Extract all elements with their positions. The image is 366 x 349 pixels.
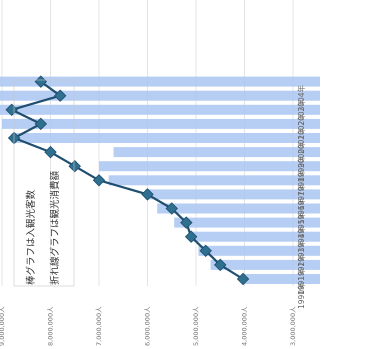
bar bbox=[243, 274, 320, 284]
line-point bbox=[199, 244, 212, 258]
category-label: 2001年 bbox=[296, 127, 306, 154]
legend-box bbox=[13, 79, 75, 287]
bar bbox=[210, 259, 320, 270]
tick-label: 5,000,000人 bbox=[192, 306, 200, 346]
bar bbox=[0, 90, 321, 101]
bar bbox=[0, 76, 320, 87]
category-label: 1995年 bbox=[296, 211, 306, 238]
line-point bbox=[53, 89, 67, 102]
category-label: 1992年 bbox=[296, 254, 306, 281]
category-label: 1998年 bbox=[296, 169, 306, 196]
line-point bbox=[165, 202, 178, 215]
category-label: 2004年 bbox=[296, 85, 306, 112]
tick-label: 3,000,000人 bbox=[289, 306, 297, 346]
bar bbox=[11, 133, 320, 143]
line-point bbox=[214, 258, 227, 272]
legend-bar-label: 棒グラフは入観光客数 bbox=[25, 189, 37, 285]
bar-series bbox=[0, 76, 321, 284]
category-label: 2000年 bbox=[296, 141, 306, 168]
category-label: 1994年 bbox=[296, 226, 306, 253]
bar bbox=[174, 217, 320, 228]
line-point bbox=[141, 188, 154, 201]
category-label: 1990年 bbox=[296, 282, 306, 309]
line-point bbox=[180, 216, 193, 229]
line-point bbox=[34, 75, 48, 88]
line-point bbox=[5, 103, 18, 117]
category-label: 2002年 bbox=[296, 113, 306, 140]
bar bbox=[191, 231, 320, 242]
line-series bbox=[5, 75, 250, 286]
bar bbox=[99, 161, 320, 172]
line-point bbox=[92, 174, 106, 187]
bar bbox=[0, 104, 321, 115]
bar bbox=[113, 147, 320, 158]
category-label: 1991年 bbox=[296, 268, 306, 295]
bar bbox=[157, 203, 320, 214]
line-point bbox=[236, 272, 250, 286]
line-point bbox=[34, 117, 48, 131]
value-axis-ticks: 3,000,000人 4,000,000人 5,000,000人 6,000,000人… bbox=[0, 306, 297, 346]
category-label: 1999年 bbox=[296, 155, 306, 182]
category-label: 1997年 bbox=[296, 183, 306, 210]
line-point bbox=[68, 159, 81, 173]
tick-label: 4,000,000人 bbox=[241, 306, 249, 346]
legend: 棒グラフは入観光客数 折れ線グラフは観光消費額 bbox=[13, 79, 75, 287]
category-label: 1993年 bbox=[296, 240, 306, 267]
tick-label: 9,000,000人 bbox=[0, 306, 6, 346]
tick-label: 6,000,000人 bbox=[144, 306, 152, 346]
line-point bbox=[184, 230, 198, 243]
category-axis-labels: 1990年1991年1992年1993年1994年1995年1996年1997年… bbox=[296, 85, 306, 309]
tick-label: 8,000,000人 bbox=[47, 306, 55, 346]
bar bbox=[145, 189, 320, 200]
bar bbox=[198, 245, 320, 256]
legend-line-label: 折れ線グラフは観光消費額 bbox=[49, 170, 61, 285]
tick-label: 7,000,000人 bbox=[95, 306, 103, 346]
bar bbox=[2, 118, 320, 129]
bar bbox=[108, 175, 320, 186]
category-label: 2003年 bbox=[296, 99, 306, 126]
line-point bbox=[44, 145, 57, 159]
category-label: 1996年 bbox=[296, 197, 306, 224]
